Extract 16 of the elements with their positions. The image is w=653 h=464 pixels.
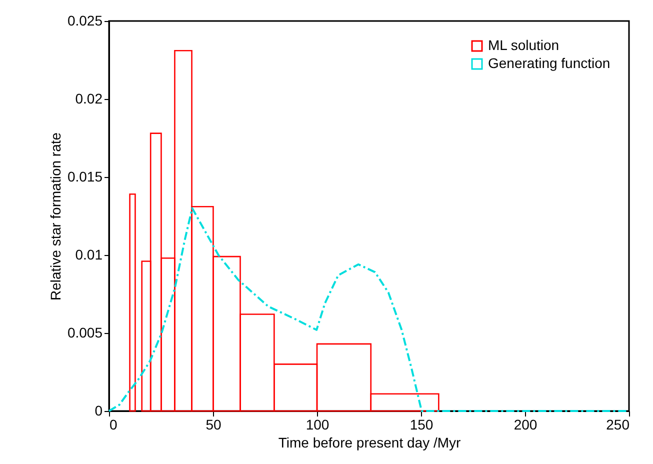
- x-tick-label: 200: [514, 416, 538, 432]
- y-tick-label: 0.01: [75, 246, 103, 262]
- y-tick-label: 0.025: [67, 12, 103, 28]
- x-tick-label: 250: [606, 416, 630, 432]
- x-tick-label: 50: [206, 416, 222, 432]
- y-axis-title: Relative star formation rate: [47, 132, 64, 301]
- legend-label: ML solution: [488, 37, 560, 53]
- y-tick-label: 0: [94, 402, 103, 418]
- y-tick-label: 0.005: [67, 324, 103, 340]
- y-tick-label: 0.015: [67, 168, 103, 184]
- legend-label: Generating function: [488, 55, 610, 71]
- y-tick-label: 0.02: [75, 90, 103, 106]
- x-tick-label: 100: [306, 416, 330, 432]
- x-axis-title: Time before present day /Myr: [278, 434, 461, 450]
- x-tick-label: 150: [410, 416, 434, 432]
- x-tick-label: 0: [110, 416, 118, 432]
